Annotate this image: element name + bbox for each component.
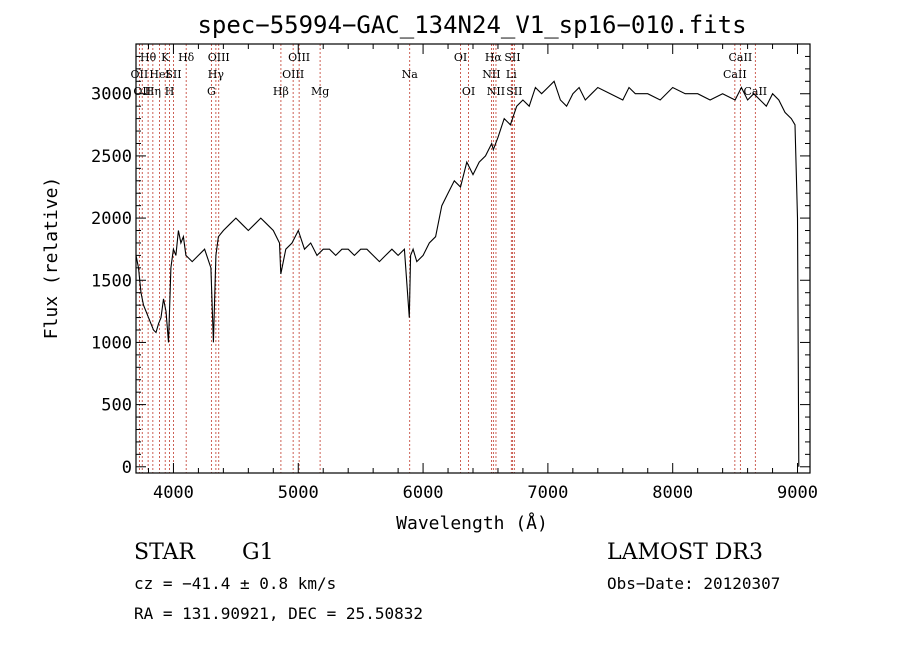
line-label: OI [462, 85, 475, 98]
line-label: Hδ [178, 51, 195, 64]
emission-line-markers [138, 44, 756, 473]
line-label: Hβ [273, 85, 289, 98]
line-label: HeI [149, 68, 169, 81]
line-label: OII [133, 85, 151, 98]
line-label: Hθ [140, 51, 157, 64]
y-tick-label: 0 [122, 458, 132, 478]
chart-title: spec−55994−GAC_134N24_V1_sp16−010.fits [197, 11, 746, 39]
x-tick-label: 8000 [652, 483, 693, 503]
line-label: Mg [311, 85, 329, 98]
line-label: SII [504, 51, 520, 64]
axis-ticks: 4000 5000 6000 7000 8000 9000 0 500 1000 1500 2000… [91, 44, 818, 503]
survey-name: LAMOST DR3 [607, 540, 763, 565]
line-label: Na [402, 68, 419, 81]
y-tick-label: 1000 [91, 333, 132, 353]
line-label: CaII [743, 85, 767, 98]
x-tick-label: 9000 [777, 483, 818, 503]
y-tick-label: 2000 [91, 209, 132, 229]
y-tick-label: 500 [101, 396, 132, 416]
line-label: CaII [723, 68, 747, 81]
redshift-velocity: cz = −41.4 ± 0.8 km/s [134, 574, 336, 593]
line-label: OIII [208, 51, 230, 64]
line-label: NII [487, 85, 505, 98]
x-tick-label: 4000 [153, 483, 194, 503]
line-label: G [207, 85, 216, 98]
y-axis-label: Flux (relative) [41, 177, 62, 340]
line-label: OII [131, 68, 149, 81]
x-axis-label: Wavelength (Å) [396, 512, 548, 534]
x-tick-label: 6000 [403, 483, 444, 503]
object-class: STAR [134, 540, 196, 565]
line-label: SII [165, 68, 181, 81]
line-label: Hη [145, 85, 161, 98]
object-subclass: G1 [242, 540, 274, 565]
line-labels: OII OII Hθ Hη HeI K H SII Hδ G Hγ OIII Hβ OIII OIII Mg N… [131, 51, 768, 98]
coordinates: RA = 131.90921, DEC = 25.50832 [134, 604, 423, 623]
line-label: Li [506, 68, 517, 81]
y-tick-label: 2500 [91, 147, 132, 167]
line-label: Hγ [208, 68, 225, 81]
plot-frame [135, 43, 811, 474]
x-tick-label: 5000 [278, 483, 319, 503]
y-tick-label: 3000 [91, 85, 132, 105]
flux-series-line [135, 80, 800, 467]
line-label: Hα [485, 51, 503, 64]
line-label: SII [506, 85, 522, 98]
line-label: NII [482, 68, 500, 81]
observation-date: Obs−Date: 20120307 [607, 574, 780, 593]
line-label: OI [454, 51, 467, 64]
line-label: K [161, 51, 170, 64]
line-label: CaII [729, 51, 753, 64]
line-label: H [165, 85, 175, 98]
line-label: OIII [282, 68, 304, 81]
x-tick-label: 7000 [527, 483, 568, 503]
y-tick-label: 1500 [91, 271, 132, 291]
line-label: OIII [288, 51, 310, 64]
